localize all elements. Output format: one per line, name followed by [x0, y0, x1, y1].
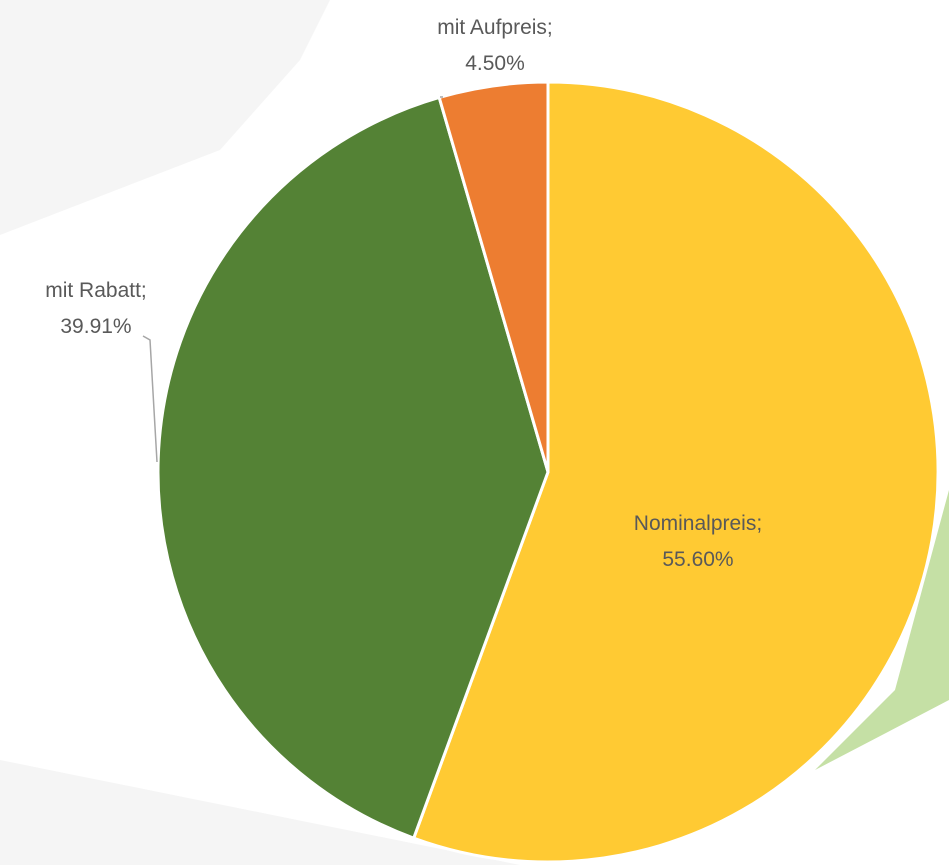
leader-line-mit-rabatt	[142, 335, 158, 463]
pie-slice-mit-aufpreis	[437, 80, 550, 474]
data-label-mit-aufpreis: mit Aufpreis; 4.50%	[437, 16, 553, 75]
background-accent-shape	[815, 490, 949, 770]
data-label-category: Nominalpreis;	[634, 512, 762, 535]
background-shade-top	[0, 0, 330, 235]
data-label-nominalpreis: Nominalpreis; 55.60%	[634, 512, 762, 571]
data-label-category: mit Aufpreis;	[437, 16, 553, 39]
background-shade-bottom	[0, 760, 520, 865]
leader-lines	[142, 96, 443, 463]
pie-slice-mit-rabatt	[156, 95, 550, 840]
data-labels: Nominalpreis; 55.60%mit Rabatt; 39.91%mit …	[45, 16, 762, 571]
data-label-mit-rabatt: mit Rabatt; 39.91%	[45, 279, 147, 338]
pie-slice-nominalpreis	[412, 80, 940, 864]
data-label-value: 55.60%	[662, 548, 733, 571]
pie-slices	[156, 80, 940, 864]
data-label-value: 4.50%	[465, 52, 525, 75]
data-label-category: mit Rabatt;	[45, 279, 147, 302]
data-label-value: 39.91%	[60, 315, 131, 338]
